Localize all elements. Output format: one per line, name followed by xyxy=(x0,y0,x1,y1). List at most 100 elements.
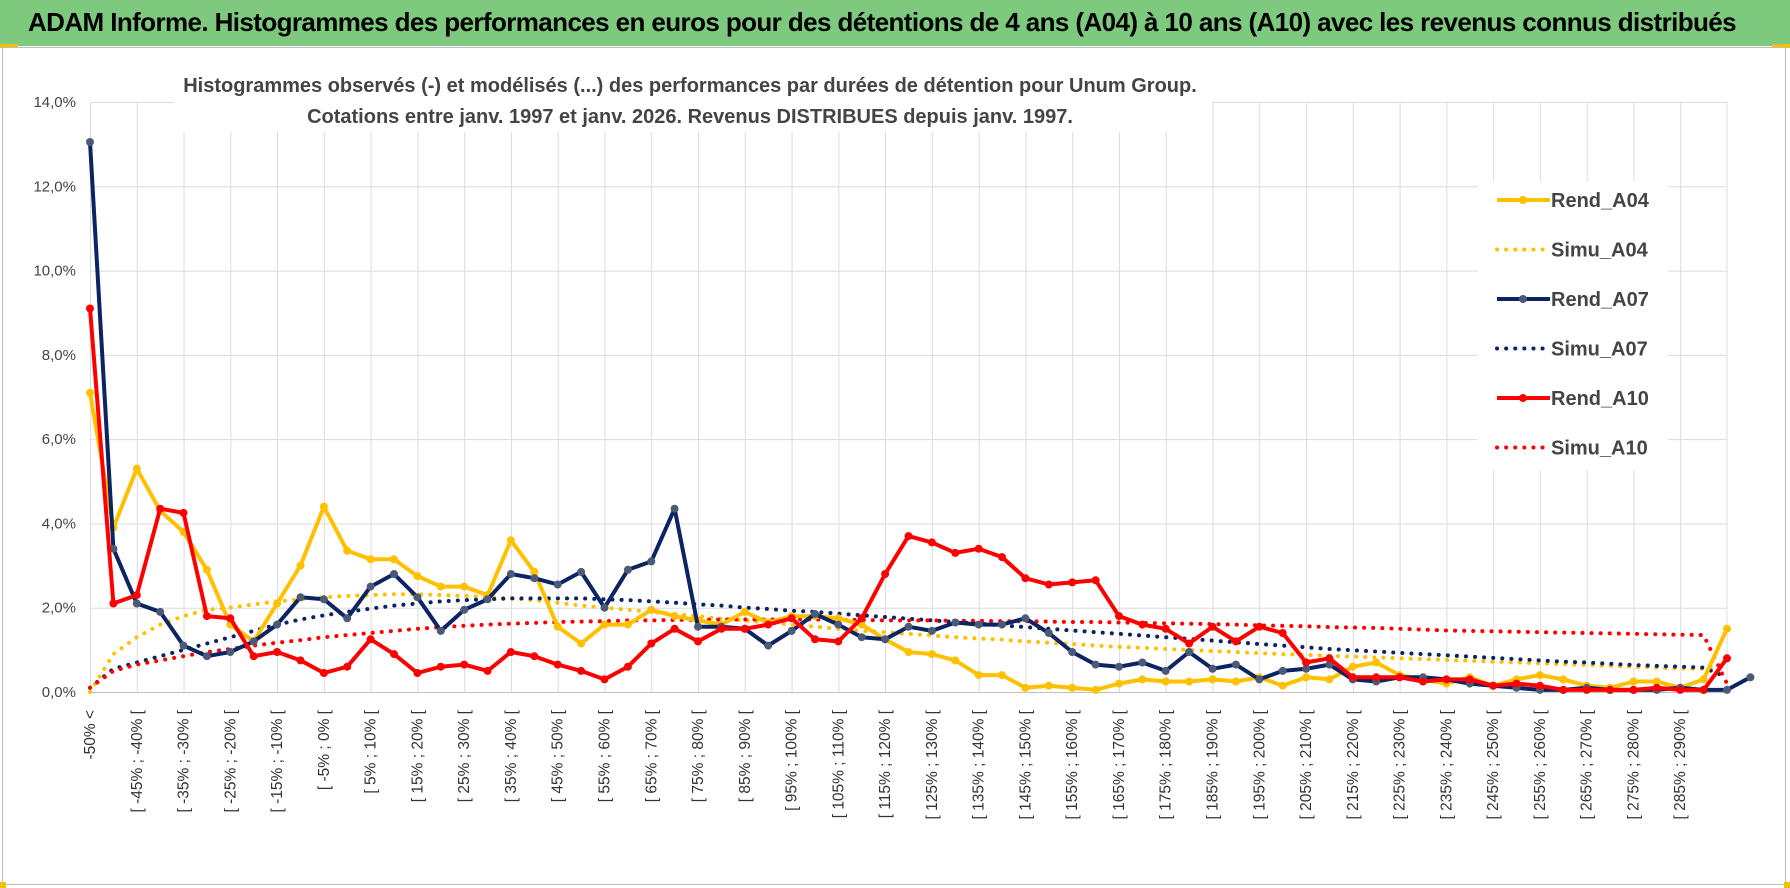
point-rend-a10 xyxy=(1723,654,1731,663)
point-rend-a07 xyxy=(390,570,398,578)
y-tick-label: 2,0% xyxy=(42,600,76,617)
point-rend-a04 xyxy=(1044,681,1053,690)
point-rend-a07 xyxy=(249,637,258,646)
point-rend-a04 xyxy=(296,561,305,570)
point-rend-a07 xyxy=(1325,660,1334,669)
point-rend-a07 xyxy=(904,622,913,631)
point-rend-a04 xyxy=(927,650,936,659)
point-rend-a10 xyxy=(1091,576,1100,585)
x-tick-label: [ 65% ; 70% [ xyxy=(643,709,660,802)
x-tick-label: [ 105% ; 110% [ xyxy=(830,709,847,818)
point-rend-a04 xyxy=(343,546,352,555)
x-tick-label: [ 125% ; 130% [ xyxy=(924,709,941,819)
x-tick-label: -50% < xyxy=(82,710,99,760)
point-rend-a10 xyxy=(1021,574,1030,583)
point-rend-a07 xyxy=(951,618,960,627)
point-rend-a04 xyxy=(1348,662,1357,671)
point-rend-a07 xyxy=(273,620,282,629)
point-rend-a04 xyxy=(366,555,375,564)
point-rend-a10 xyxy=(483,666,492,675)
point-rend-a04 xyxy=(1115,679,1123,688)
point-rend-a10 xyxy=(296,656,305,665)
point-rend-a04 xyxy=(1559,675,1568,684)
chart-subtitle: Cotations entre janv. 1997 et janv. 2026… xyxy=(307,106,1073,128)
legend-label-rend-a10: Rend_A10 xyxy=(1551,388,1649,410)
point-rend-a10 xyxy=(1325,654,1334,663)
point-rend-a10 xyxy=(1465,675,1474,684)
point-rend-a10 xyxy=(1372,673,1381,682)
y-tick-label: 4,0% xyxy=(42,515,76,532)
point-rend-a10 xyxy=(600,675,609,684)
point-rend-a04 xyxy=(1278,681,1287,690)
point-rend-a10 xyxy=(1582,685,1591,694)
point-rend-a07 xyxy=(343,614,352,623)
point-rend-a10 xyxy=(857,614,866,623)
chart-title-background xyxy=(174,66,1212,132)
x-axis-ticks: -50% < [ -45% ; -40% [[ -35% ; -30% [[ -2… xyxy=(82,709,1689,819)
point-rend-a10 xyxy=(951,548,960,557)
x-tick-label: [ 225% ; 230% [ xyxy=(1392,709,1409,819)
point-rend-a10 xyxy=(694,637,702,646)
point-rend-a10 xyxy=(343,662,352,671)
point-rend-a10 xyxy=(811,635,819,644)
point-rend-a04 xyxy=(1629,677,1638,686)
point-rend-a10 xyxy=(1044,580,1053,589)
point-rend-a04 xyxy=(413,572,422,581)
series-line-simu-a10 xyxy=(88,617,1729,690)
point-rend-a04 xyxy=(1231,677,1240,686)
point-rend-a04 xyxy=(1535,671,1544,680)
point-rend-a07 xyxy=(811,610,819,618)
title-banner: ADAM Informe. Histogrammes des performan… xyxy=(0,0,1790,46)
x-tick-label: [ 275% ; 280% [ xyxy=(1625,709,1642,819)
point-rend-a10 xyxy=(670,624,679,633)
point-rend-a07 xyxy=(530,574,539,583)
x-tick-label: [ 45% ; 50% [ xyxy=(550,709,567,802)
point-rend-a10 xyxy=(1138,620,1147,629)
point-rend-a10 xyxy=(717,624,726,633)
legend-label-simu-a04: Simu_A04 xyxy=(1551,240,1649,262)
point-rend-a10 xyxy=(319,669,328,677)
x-tick-label: [ 175% ; 180% [ xyxy=(1158,709,1175,819)
point-rend-a10 xyxy=(132,591,141,600)
point-rend-a10 xyxy=(1559,685,1568,694)
point-rend-a07 xyxy=(1302,664,1311,673)
point-rend-a07 xyxy=(156,607,165,616)
point-rend-a10 xyxy=(390,650,398,659)
x-tick-label: [ -15% ; -10% [ xyxy=(269,709,286,812)
point-rend-a07 xyxy=(179,641,188,650)
point-rend-a07 xyxy=(319,595,328,604)
point-rend-a04 xyxy=(974,671,983,680)
point-rend-a10 xyxy=(1231,637,1240,646)
point-rend-a04 xyxy=(1021,683,1030,692)
point-rend-a10 xyxy=(109,599,118,608)
point-rend-a07 xyxy=(1185,648,1194,656)
x-tick-label: [ 55% ; 60% [ xyxy=(596,709,613,802)
x-tick-label: [ 135% ; 140% [ xyxy=(971,709,988,819)
point-rend-a07 xyxy=(927,626,936,635)
point-rend-a04 xyxy=(600,620,609,629)
point-rend-a07 xyxy=(86,138,94,146)
x-tick-label: [ 145% ; 150% [ xyxy=(1017,709,1034,819)
y-axis-ticks: 0,0% 2,0% 4,0% 6,0% 8,0% 10,0% 12,0% 14,0% xyxy=(33,94,76,701)
point-rend-a04 xyxy=(1325,675,1334,684)
point-rend-a10 xyxy=(1348,673,1357,682)
chart-title: Histogrammes observés (-) et modélisés (… xyxy=(183,75,1197,97)
point-rend-a10 xyxy=(1676,685,1685,694)
point-rend-a07 xyxy=(1091,660,1100,669)
x-tick-label: [ 85% ; 90% [ xyxy=(737,709,754,802)
point-rend-a04 xyxy=(390,555,398,564)
point-rend-a10 xyxy=(998,553,1006,562)
point-rend-a04 xyxy=(460,582,469,591)
point-rend-a07 xyxy=(553,580,562,589)
y-tick-label: 12,0% xyxy=(33,178,76,195)
legend-marker-rend-a10 xyxy=(1519,394,1527,402)
point-rend-a04 xyxy=(647,605,656,614)
x-tick-label: [ 15% ; 20% [ xyxy=(409,709,426,802)
x-tick-label: [ 5% ; 10% [ xyxy=(363,709,380,793)
point-rend-a10 xyxy=(1185,639,1194,648)
point-rend-a04 xyxy=(1138,675,1147,684)
point-rend-a07 xyxy=(132,599,141,608)
point-rend-a07 xyxy=(109,544,118,553)
y-tick-label: 6,0% xyxy=(42,431,76,448)
point-rend-a07 xyxy=(1138,658,1147,667)
